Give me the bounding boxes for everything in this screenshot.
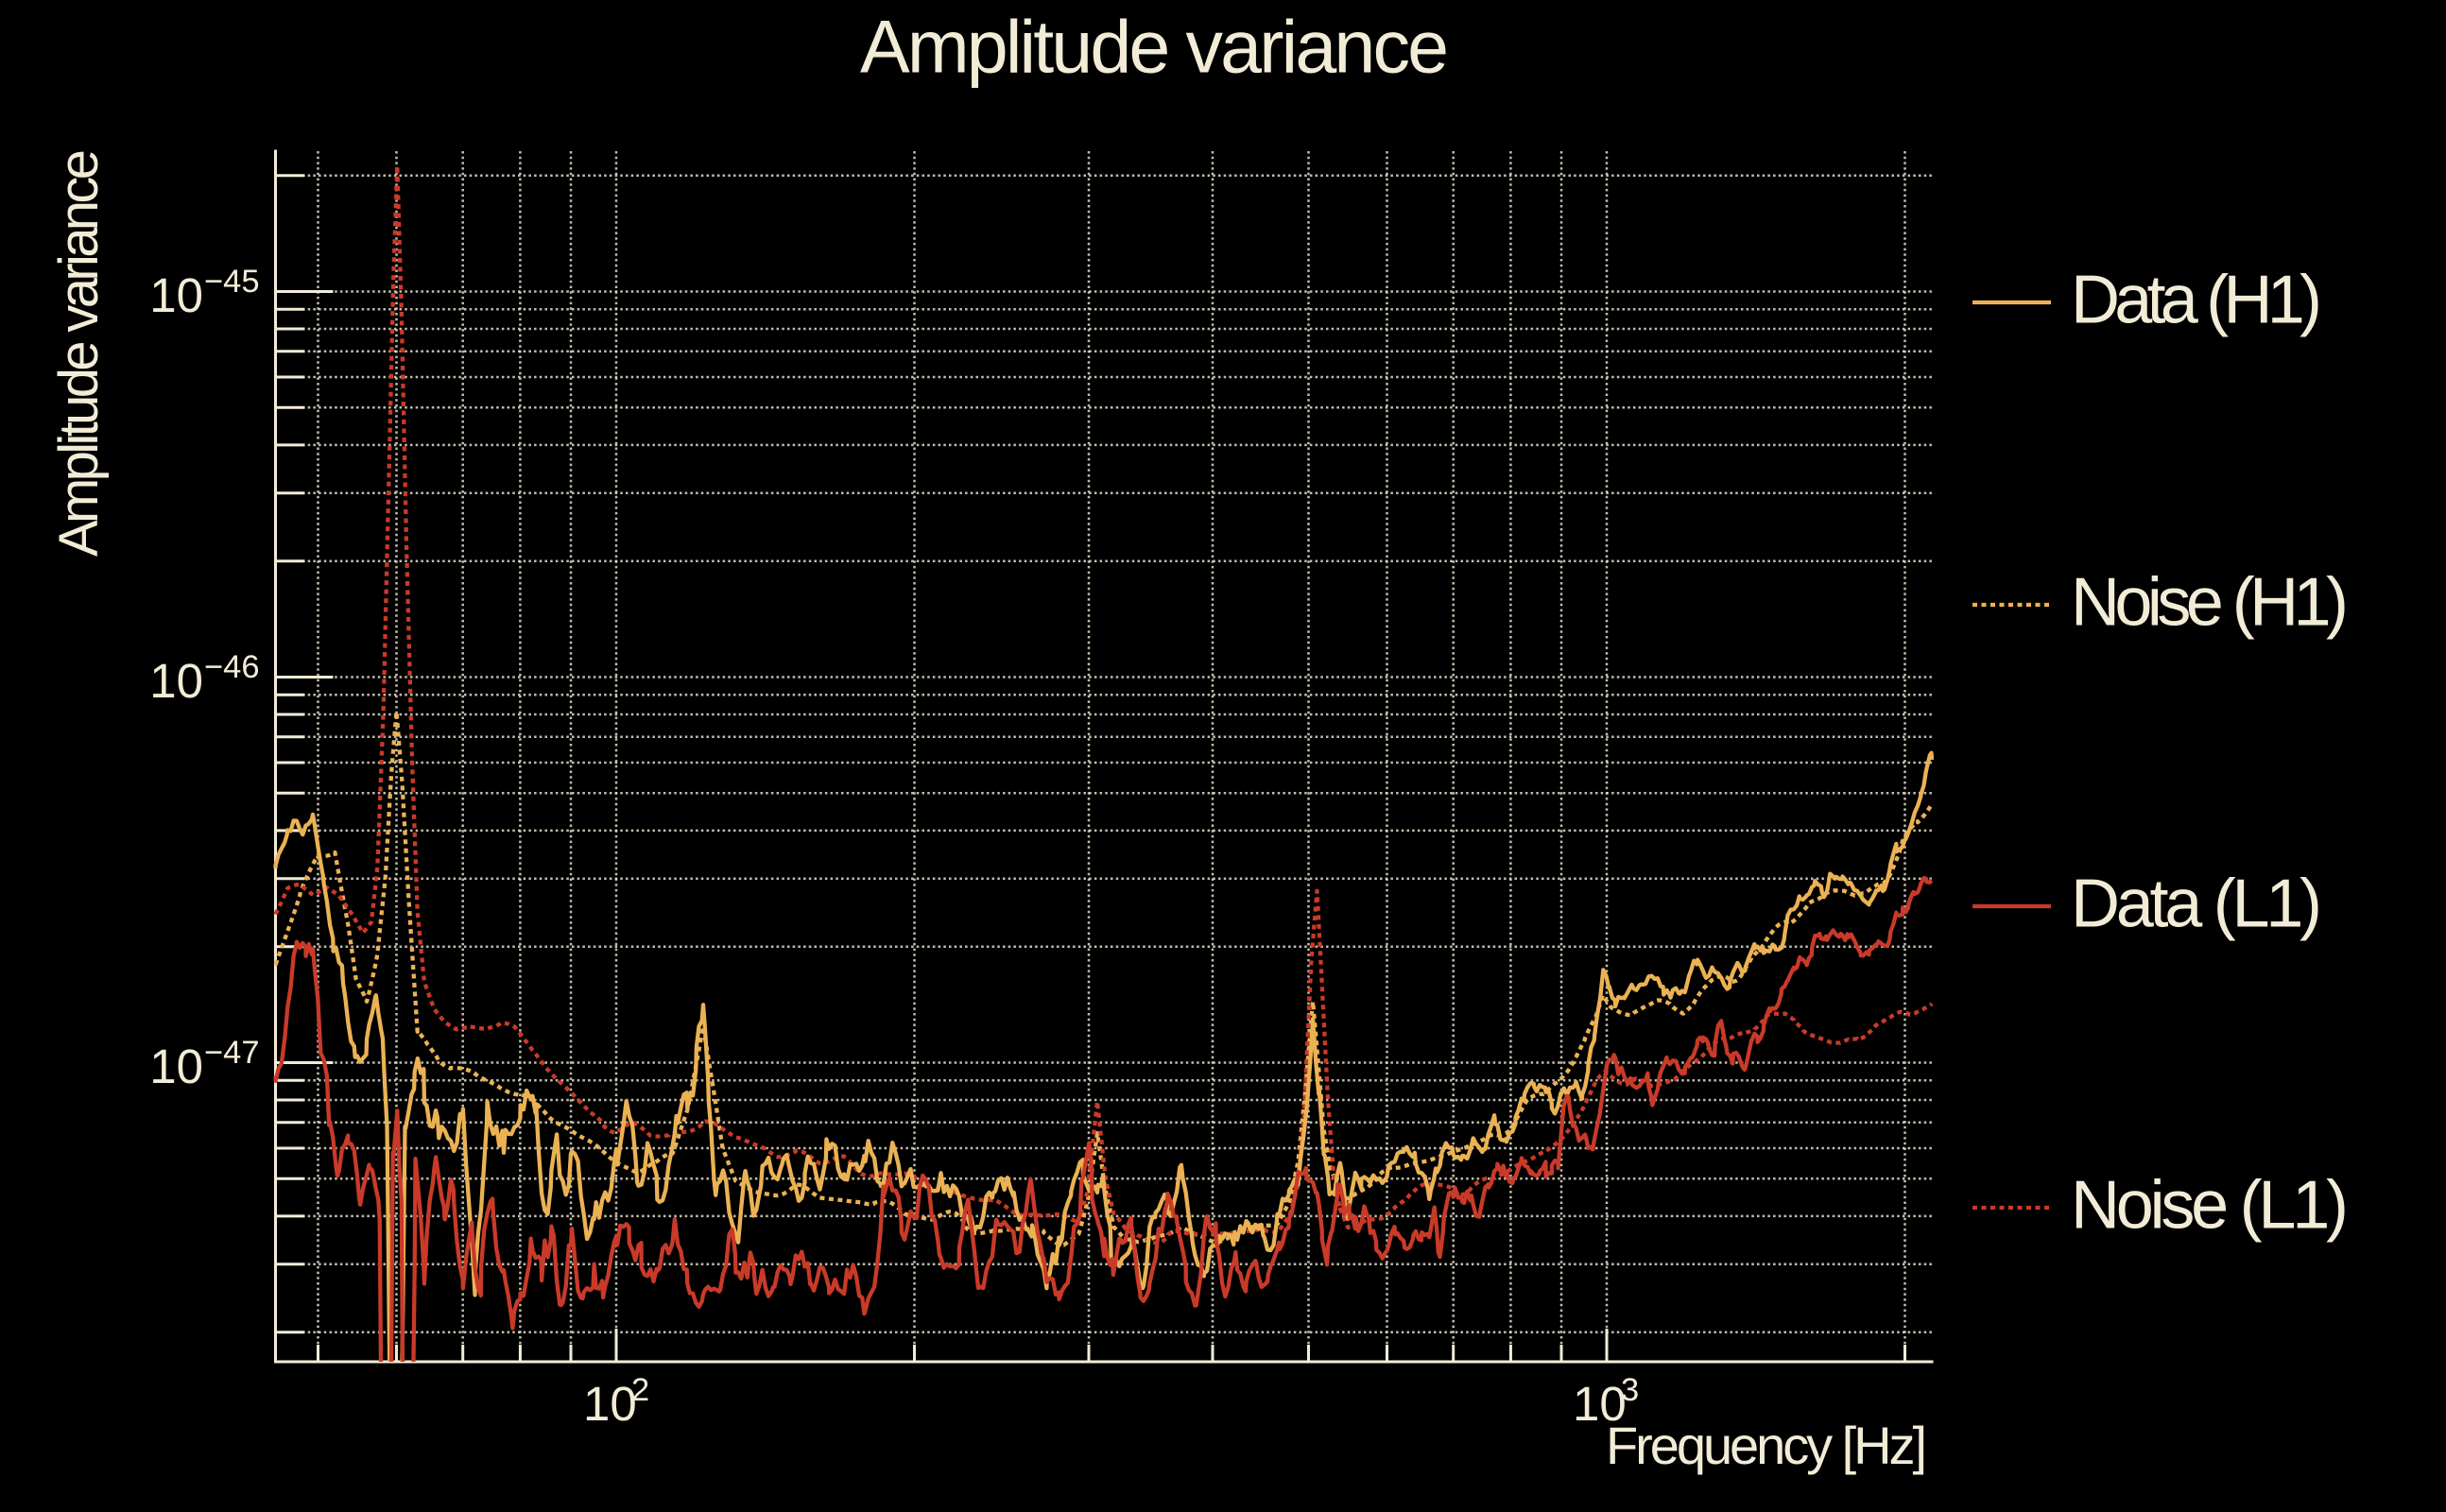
svg-text:Frequency [Hz]: Frequency [Hz]: [1606, 1416, 1927, 1475]
svg-text:Noise (L1): Noise (L1): [2071, 1167, 2349, 1243]
svg-text:10: 10: [149, 268, 203, 322]
svg-text:Data (L1): Data (L1): [2071, 866, 2322, 941]
svg-text:Data (H1): Data (H1): [2071, 262, 2322, 337]
svg-text:Amplitude variance: Amplitude variance: [860, 5, 1449, 89]
svg-text:3: 3: [1621, 1372, 1639, 1408]
svg-text:10: 10: [1573, 1377, 1627, 1431]
svg-text:−45: −45: [204, 264, 260, 300]
svg-text:−47: −47: [204, 1035, 260, 1071]
svg-text:10: 10: [583, 1377, 637, 1431]
svg-text:10: 10: [149, 654, 203, 708]
svg-text:Noise (H1): Noise (H1): [2071, 564, 2349, 640]
svg-text:Amplitude variance: Amplitude variance: [48, 149, 110, 557]
svg-text:2: 2: [631, 1372, 649, 1408]
svg-text:10: 10: [149, 1040, 203, 1093]
svg-text:−46: −46: [204, 649, 260, 685]
